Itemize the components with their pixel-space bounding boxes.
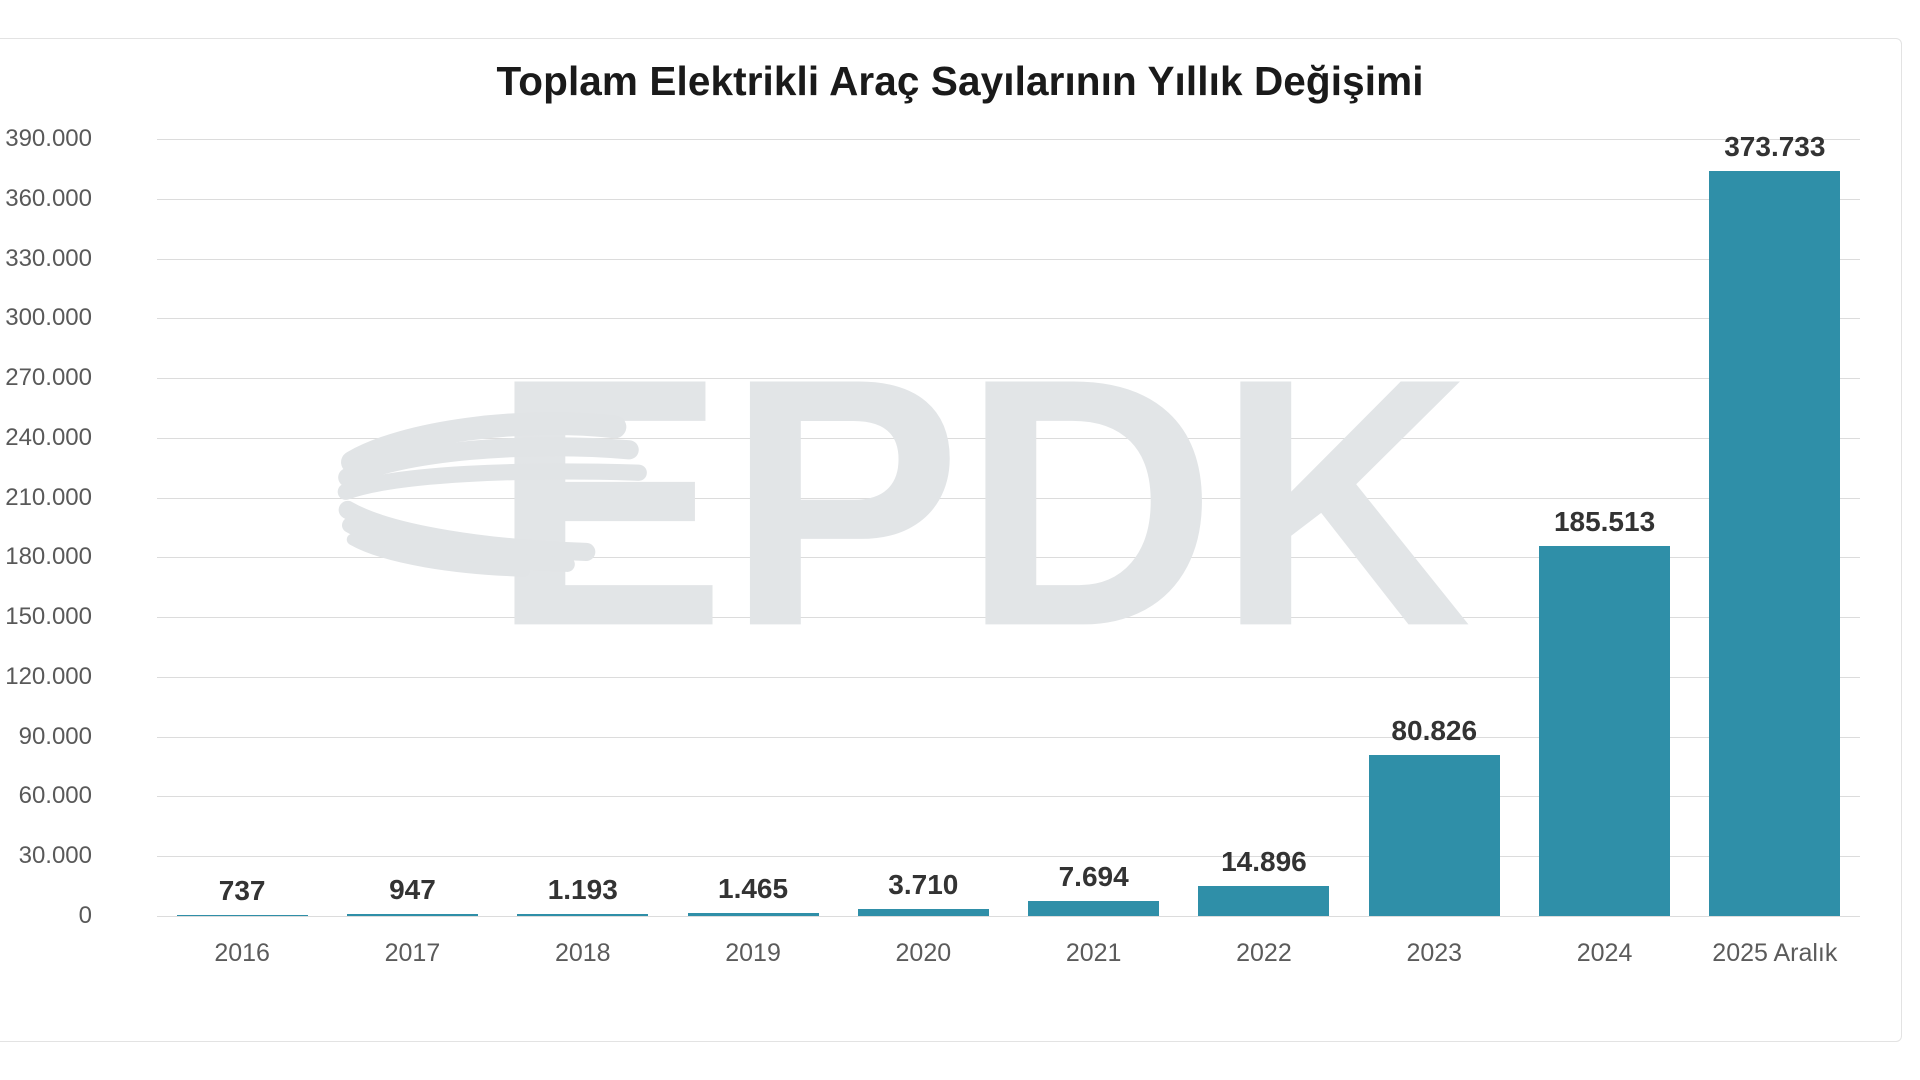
svg-text:EPDK: EPDK: [491, 304, 1472, 699]
